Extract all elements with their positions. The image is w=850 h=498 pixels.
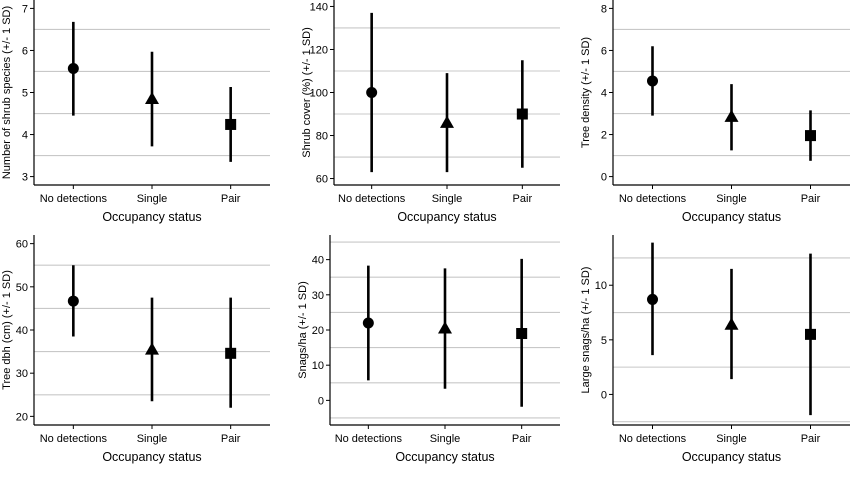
x-axis-title: Occupancy status <box>102 450 201 464</box>
y-tick-label: 10 <box>312 360 324 372</box>
data-point-triangle <box>724 317 739 330</box>
data-point-square <box>225 118 237 130</box>
x-axis-title: Occupancy status <box>682 210 781 224</box>
data-point-square <box>805 130 816 142</box>
y-tick-label: 140 <box>310 1 328 13</box>
x-tick-label: Pair <box>801 193 821 205</box>
y-tick-label: 40 <box>312 255 324 267</box>
y-tick-label: 4 <box>22 130 28 142</box>
x-tick-label: Single <box>716 193 747 205</box>
data-point-triangle <box>145 91 159 105</box>
y-tick-label: 120 <box>310 44 328 56</box>
y-tick-label: 6 <box>601 45 607 57</box>
y-tick-label: 0 <box>601 389 607 401</box>
panel-5: 0 10 20 30 40 No detections Single Pair Occupanc… <box>297 235 560 464</box>
x-tick-label: Single <box>432 193 463 205</box>
y-tick-label: 5 <box>22 88 28 100</box>
data-point-triangle <box>145 342 159 355</box>
data-point-square <box>516 328 528 340</box>
y-axis-title: Large snags/ha (+/- 1 SD) <box>580 267 592 394</box>
y-axis-title: Snags/ha (+/- 1 SD) <box>297 281 309 379</box>
x-tick-label: Single <box>137 433 168 445</box>
data-point-square <box>225 347 237 359</box>
y-tick-label: 40 <box>16 325 28 337</box>
y-tick-label: 100 <box>310 88 328 100</box>
data-point-circle <box>67 63 79 75</box>
x-axis-title: Occupancy status <box>102 210 201 224</box>
x-tick-label: Pair <box>221 433 241 445</box>
data-point-circle <box>647 293 658 305</box>
data-point-square <box>516 108 528 120</box>
x-tick-label: Pair <box>221 193 241 205</box>
data-point-triangle <box>440 115 454 128</box>
y-tick-label: 6 <box>22 45 28 57</box>
x-tick-label: Pair <box>801 433 821 445</box>
y-tick-label: 8 <box>601 3 607 15</box>
y-tick-label: 80 <box>316 131 328 143</box>
x-tick-label: No detections <box>619 433 687 445</box>
y-tick-label: 60 <box>316 174 328 186</box>
y-tick-label: 4 <box>601 88 607 100</box>
panel-1: 3 4 5 6 7 No detections Single Pair Occupancy st… <box>1 0 270 224</box>
y-tick-label: 60 <box>16 239 28 251</box>
x-tick-label: No detections <box>40 433 108 445</box>
data-point-triangle <box>724 109 739 122</box>
x-axis-title: Occupancy status <box>397 210 496 224</box>
panel-3: 0 2 4 6 8 No detections Single Pair Occupancy st… <box>580 0 850 224</box>
x-tick-label: Single <box>716 433 747 445</box>
x-axis-title: Occupancy status <box>682 450 781 464</box>
y-axis-title: Shrub cover (%) (+/- 1 SD) <box>301 27 313 158</box>
x-tick-label: No detections <box>619 193 687 205</box>
x-axis-title: Occupancy status <box>395 450 494 464</box>
panel-2: 60 80 100 120 140 No detections Single Pair Occu… <box>301 0 560 224</box>
y-axis-title: Number of shrub species (+/- 1 SD) <box>1 6 13 179</box>
y-tick-label: 30 <box>16 368 28 380</box>
x-tick-label: Pair <box>513 193 533 205</box>
x-tick-label: Single <box>430 433 461 445</box>
y-tick-label: 0 <box>318 395 324 407</box>
y-tick-label: 50 <box>16 282 28 294</box>
y-tick-label: 30 <box>312 290 324 302</box>
y-tick-label: 5 <box>601 335 607 347</box>
y-axis-title: Tree density (+/- 1 SD) <box>580 37 592 148</box>
data-point-triangle <box>438 321 452 334</box>
x-tick-label: No detections <box>335 433 403 445</box>
x-tick-label: No detections <box>338 193 406 205</box>
panel-6: 0 5 10 No detections Single Pair Occupancy sta… <box>580 235 850 464</box>
data-point-square <box>805 328 816 340</box>
y-axis-title: Tree dbh (cm) (+/- 1 SD) <box>1 270 13 390</box>
y-tick-label: 10 <box>595 280 607 292</box>
y-tick-label: 2 <box>601 130 607 142</box>
y-tick-label: 0 <box>601 172 607 184</box>
y-tick-label: 20 <box>312 325 324 337</box>
y-tick-label: 7 <box>22 3 28 15</box>
y-tick-label: 3 <box>22 172 28 184</box>
x-tick-label: No detections <box>40 193 108 205</box>
x-tick-label: Pair <box>512 433 532 445</box>
panel-4: 20 30 40 50 60 No detections Single Pair Occupan… <box>1 235 270 464</box>
data-point-circle <box>67 295 79 307</box>
data-point-circle <box>362 317 374 329</box>
y-tick-label: 20 <box>16 411 28 423</box>
data-point-circle <box>647 75 658 87</box>
x-tick-label: Single <box>137 193 168 205</box>
data-point-circle <box>366 87 378 98</box>
